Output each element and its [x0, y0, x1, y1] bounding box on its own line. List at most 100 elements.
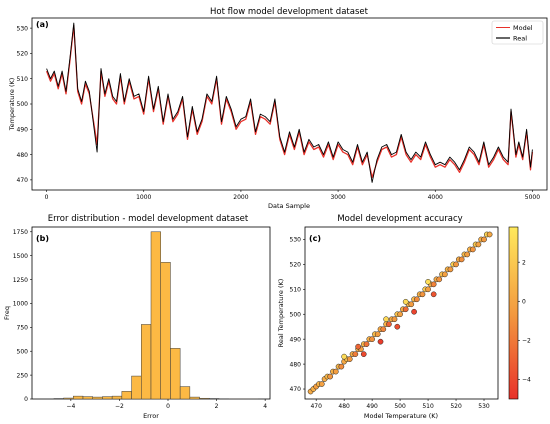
- scatter-point: [327, 373, 334, 380]
- scatter-point: [419, 291, 426, 298]
- panel-a-series: [45, 22, 534, 183]
- legend-model-label: Model: [513, 24, 533, 32]
- panel-a-x-label: Data Sample: [268, 202, 310, 210]
- scatter-point: [332, 368, 339, 375]
- panel-b-bars: [53, 231, 259, 400]
- legend: Model Real: [491, 20, 544, 45]
- scatter-point: [425, 286, 431, 293]
- scatter-point: [414, 296, 420, 303]
- scatter-point: [425, 278, 431, 285]
- x-tick-label: 2000: [233, 194, 248, 201]
- scatter-point: [402, 298, 409, 305]
- histogram-bar: [199, 397, 210, 400]
- panel-c-title: Model development accuracy: [337, 214, 462, 224]
- y-tick-label: 480: [290, 361, 302, 368]
- y-tick-label: 480: [17, 152, 29, 159]
- scatter-point: [374, 331, 381, 338]
- scatter-point: [352, 351, 359, 357]
- x-tick-label: 4: [263, 403, 267, 410]
- histogram-bar: [160, 262, 171, 400]
- panel-c-y-label: Real Temperature (K): [277, 279, 285, 348]
- histogram-bar: [63, 397, 74, 400]
- scatter-point: [442, 271, 448, 278]
- histogram-bar: [92, 396, 103, 400]
- scatter-point: [469, 246, 476, 253]
- y-tick-label: 470: [17, 177, 29, 184]
- scatter-point: [408, 301, 415, 308]
- y-tick-label: 520: [290, 262, 302, 269]
- panel-a: Hot flow model development dataset (a) 4…: [8, 7, 548, 210]
- colorbar-tick-label: 2: [522, 259, 526, 266]
- x-tick-label: 0: [45, 194, 49, 201]
- y-tick-label: 250: [17, 372, 29, 379]
- panel-b-y-ticks: 0 250 500 750 1000 1250 1500 1750: [13, 229, 32, 403]
- scatter-point: [346, 356, 353, 362]
- colorbar: [508, 226, 519, 400]
- scatter-point: [481, 236, 487, 243]
- scatter-point: [338, 363, 345, 370]
- scatter-point: [475, 241, 482, 248]
- colorbar-tick-label: 0: [522, 298, 526, 305]
- panel-c-x-ticks: 470 480 490 500 510 520 530: [310, 399, 490, 410]
- panel-b-label: (b): [36, 234, 49, 243]
- scatter-point: [458, 256, 465, 263]
- panel-c-points: [307, 231, 493, 395]
- colorbar-tick-label: −4: [522, 377, 531, 384]
- scatter-point: [430, 281, 437, 288]
- y-tick-label: 510: [17, 76, 29, 83]
- scatter-point: [402, 306, 409, 313]
- y-tick-label: 500: [17, 101, 29, 108]
- scatter-point: [383, 316, 389, 323]
- histogram-bar: [82, 396, 93, 400]
- y-tick-label: 490: [290, 336, 302, 343]
- scatter-point: [430, 291, 437, 298]
- y-tick-label: 510: [290, 287, 302, 294]
- panel-a-x-ticks: 0 1000 2000 3000 4000 5000: [45, 190, 540, 201]
- panel-b-title: Error distribution - model development d…: [48, 214, 249, 224]
- y-tick-label: 470: [290, 386, 302, 393]
- panel-b: Error distribution - model development d…: [3, 214, 271, 420]
- x-tick-label: 1000: [136, 194, 151, 201]
- x-tick-label: 530: [478, 403, 490, 410]
- x-tick-label: 480: [338, 403, 350, 410]
- x-tick-label: 490: [366, 403, 378, 410]
- scatter-point: [464, 251, 471, 258]
- panel-a-y-ticks: 470 480 490 500 510 520 530: [17, 25, 32, 184]
- histogram-bar: [170, 348, 181, 400]
- scatter-point: [386, 321, 392, 328]
- scatter-point: [377, 338, 384, 345]
- histogram-bar: [189, 396, 200, 400]
- panel-b-x-label: Error: [143, 412, 159, 420]
- panel-a-y-label: Temperature (K): [8, 78, 16, 132]
- panel-a-label: (a): [36, 20, 49, 29]
- panel-c-x-label: Model Temperature (K): [364, 412, 438, 420]
- y-tick-label: 0: [24, 396, 28, 403]
- scatter-point: [318, 381, 325, 387]
- scatter-point: [397, 311, 403, 318]
- scatter-point: [394, 323, 401, 330]
- scatter-point: [341, 353, 348, 360]
- y-tick-label: 530: [17, 25, 29, 32]
- scatter-point: [453, 261, 459, 268]
- scatter-point: [380, 326, 387, 333]
- x-tick-label: 500: [394, 403, 406, 410]
- y-tick-label: 500: [17, 348, 29, 355]
- panel-b-x-ticks: −4 −2 0 2 4: [66, 399, 267, 410]
- x-tick-label: 5000: [525, 194, 540, 201]
- scatter-point: [391, 316, 398, 323]
- scatter-point: [411, 308, 417, 315]
- x-tick-label: 470: [310, 403, 322, 410]
- scatter-point: [369, 336, 375, 343]
- x-tick-label: 2: [215, 403, 219, 410]
- x-tick-label: 520: [450, 403, 462, 410]
- scatter-point: [436, 276, 443, 283]
- y-tick-label: 1750: [13, 229, 28, 236]
- y-tick-label: 530: [290, 237, 302, 244]
- histogram-bar: [179, 386, 191, 400]
- y-tick-label: 1500: [13, 253, 28, 260]
- histogram-bar: [141, 324, 152, 400]
- series-line-model: [45, 24, 534, 179]
- panel-c-y-ticks: 470 480 490 500 510 520 530: [290, 237, 305, 393]
- histogram-bar: [102, 396, 113, 400]
